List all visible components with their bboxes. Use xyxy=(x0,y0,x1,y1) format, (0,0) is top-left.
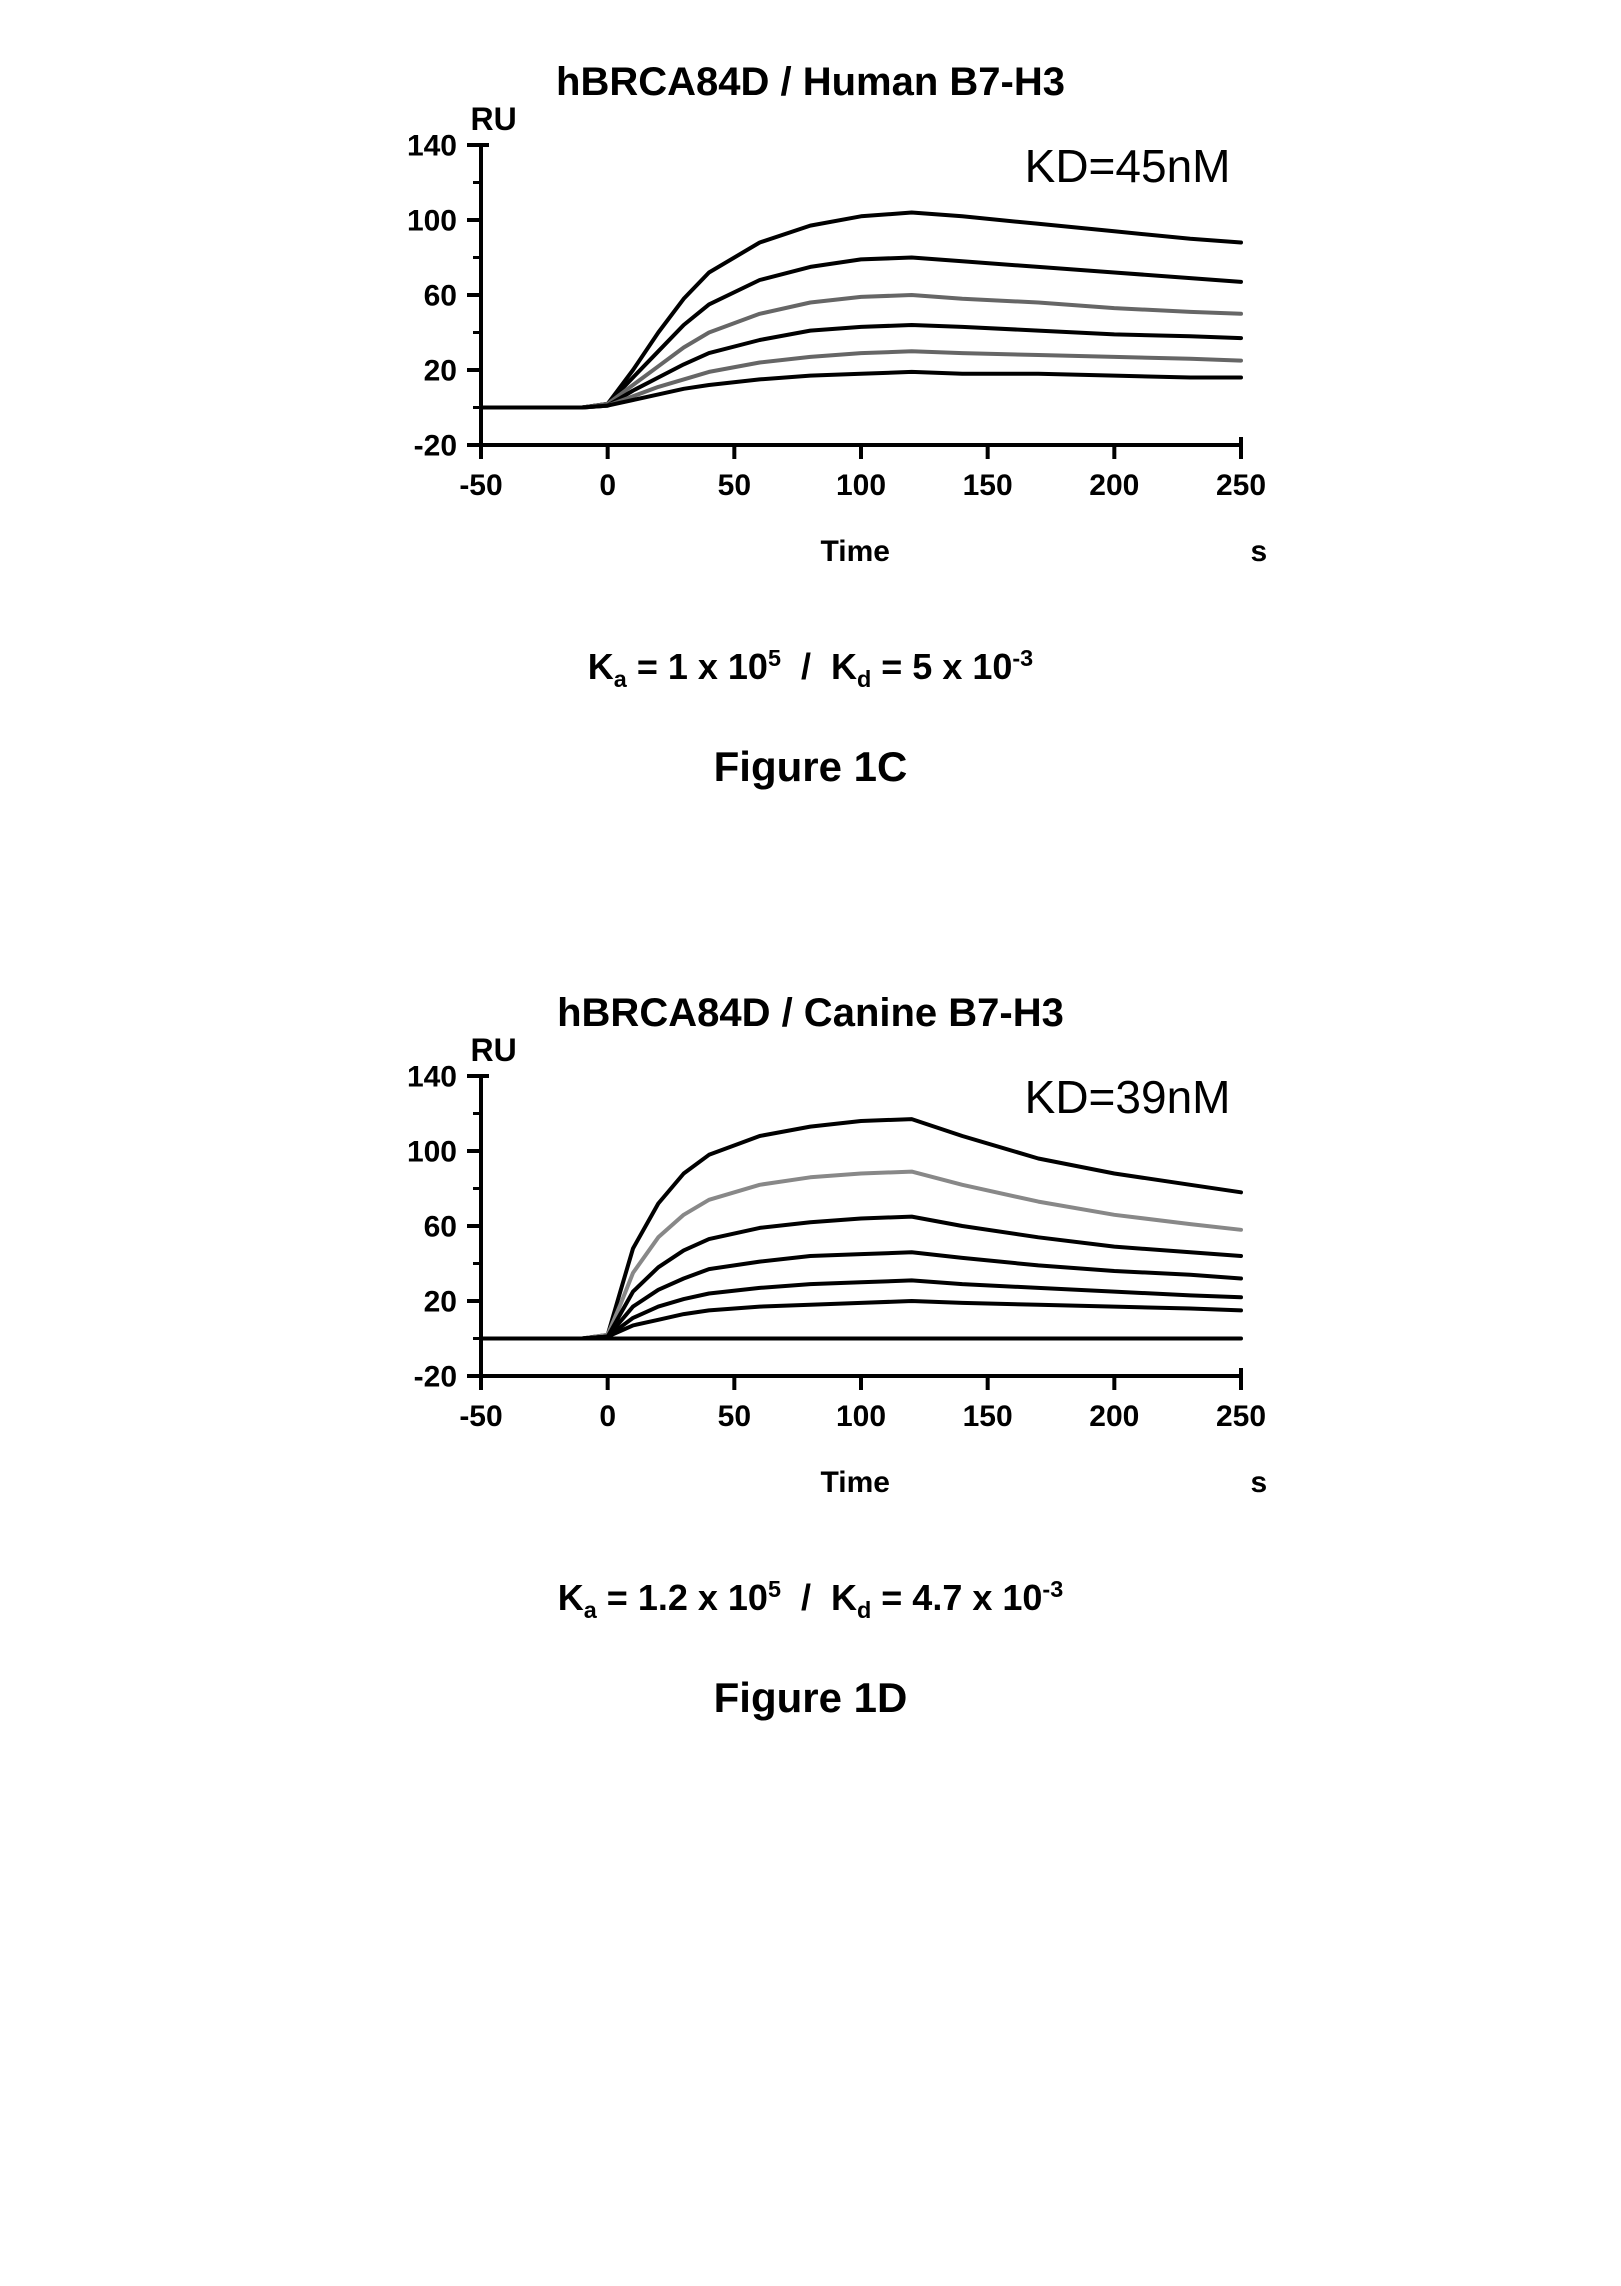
figure-panel: hBRCA84D / Canine B7-H3 -20 20 60 100 140 -50 0… xyxy=(0,991,1621,1722)
x-axis-label-row: Time s xyxy=(341,535,1281,585)
svg-text:100: 100 xyxy=(835,469,885,502)
figure-label: Figure 1D xyxy=(714,1674,908,1722)
svg-text:20: 20 xyxy=(423,355,456,388)
x-axis-label-row: Time s xyxy=(341,1466,1281,1516)
svg-text:200: 200 xyxy=(1089,1400,1139,1433)
svg-text:60: 60 xyxy=(423,280,456,313)
svg-text:0: 0 xyxy=(599,1400,616,1433)
svg-text:20: 20 xyxy=(423,1286,456,1319)
svg-text:140: 140 xyxy=(406,1061,456,1094)
svg-text:-20: -20 xyxy=(413,1361,456,1394)
chart-area: -202060100140-50050100150200250RUKD=39nM xyxy=(341,1056,1281,1466)
chart-title: hBRCA84D / Human B7-H3 xyxy=(556,60,1065,105)
svg-text:-20: -20 xyxy=(413,430,456,463)
y-axis-unit-label: RU xyxy=(471,101,517,138)
svg-text:50: 50 xyxy=(717,469,750,502)
x-axis-label: Time xyxy=(821,535,890,569)
svg-text:-50: -50 xyxy=(459,1400,502,1433)
svg-text:150: 150 xyxy=(962,469,1012,502)
svg-text:250: 250 xyxy=(1215,469,1265,502)
svg-text:50: 50 xyxy=(717,1400,750,1433)
x-axis-unit: s xyxy=(1251,1466,1268,1500)
x-axis-label: Time xyxy=(821,1466,890,1500)
x-axis-unit: s xyxy=(1251,535,1268,569)
svg-text:60: 60 xyxy=(423,1211,456,1244)
svg-text:0: 0 xyxy=(599,469,616,502)
svg-text:100: 100 xyxy=(835,1400,885,1433)
svg-text:150: 150 xyxy=(962,1400,1012,1433)
kinetics-values: Ka = 1 x 105 / Kd = 5 x 10-3 xyxy=(588,645,1033,693)
kinetics-values: Ka = 1.2 x 105 / Kd = 4.7 x 10-3 xyxy=(558,1576,1063,1624)
kd-annotation: KD=39nM xyxy=(1025,1070,1231,1124)
figure-panel: hBRCA84D / Human B7-H3 -20 20 60 100 140 -50 0 5… xyxy=(0,60,1621,791)
svg-text:100: 100 xyxy=(406,205,456,238)
figure-label: Figure 1C xyxy=(714,743,908,791)
chart-area: -202060100140-50050100150200250RUKD=45nM xyxy=(341,125,1281,535)
y-axis-unit-label: RU xyxy=(471,1032,517,1069)
svg-text:250: 250 xyxy=(1215,1400,1265,1433)
svg-text:140: 140 xyxy=(406,130,456,163)
svg-text:200: 200 xyxy=(1089,469,1139,502)
svg-text:100: 100 xyxy=(406,1136,456,1169)
svg-text:-50: -50 xyxy=(459,469,502,502)
kd-annotation: KD=45nM xyxy=(1025,139,1231,193)
chart-title: hBRCA84D / Canine B7-H3 xyxy=(557,991,1064,1036)
